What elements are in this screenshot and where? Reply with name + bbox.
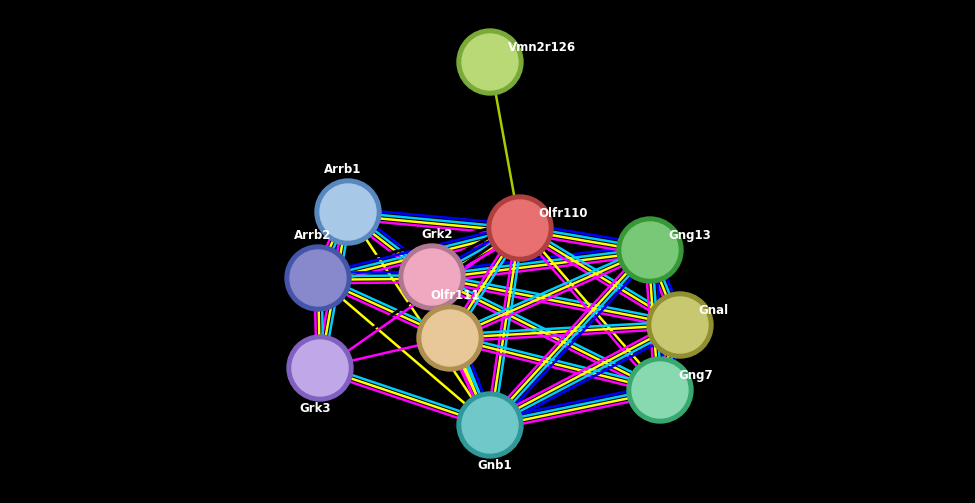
Text: Arrb1: Arrb1 [325, 163, 362, 176]
Circle shape [627, 357, 693, 423]
Text: Gng13: Gng13 [668, 229, 711, 242]
Circle shape [652, 297, 708, 353]
Circle shape [457, 392, 523, 458]
Text: Grk3: Grk3 [299, 402, 331, 415]
Text: Arrb2: Arrb2 [294, 229, 332, 242]
Circle shape [622, 222, 678, 278]
Circle shape [404, 249, 460, 305]
Circle shape [462, 397, 518, 453]
Circle shape [647, 292, 713, 358]
Text: Olfr111: Olfr111 [430, 289, 480, 302]
Circle shape [462, 34, 518, 90]
Text: Olfr110: Olfr110 [538, 207, 588, 220]
Circle shape [399, 244, 465, 310]
Text: Gnal: Gnal [698, 304, 728, 317]
Circle shape [315, 179, 381, 245]
Circle shape [487, 195, 553, 261]
Circle shape [617, 217, 683, 283]
Text: Grk2: Grk2 [421, 228, 452, 241]
Circle shape [417, 305, 483, 371]
Text: Vmn2r126: Vmn2r126 [508, 41, 576, 54]
Circle shape [492, 200, 548, 256]
Circle shape [290, 250, 346, 306]
Circle shape [320, 184, 376, 240]
Circle shape [287, 335, 353, 401]
Circle shape [422, 310, 478, 366]
Circle shape [632, 362, 688, 418]
Circle shape [457, 29, 523, 95]
Circle shape [292, 340, 348, 396]
Text: Gnb1: Gnb1 [478, 459, 512, 472]
Text: Gng7: Gng7 [678, 369, 713, 382]
Circle shape [285, 245, 351, 311]
